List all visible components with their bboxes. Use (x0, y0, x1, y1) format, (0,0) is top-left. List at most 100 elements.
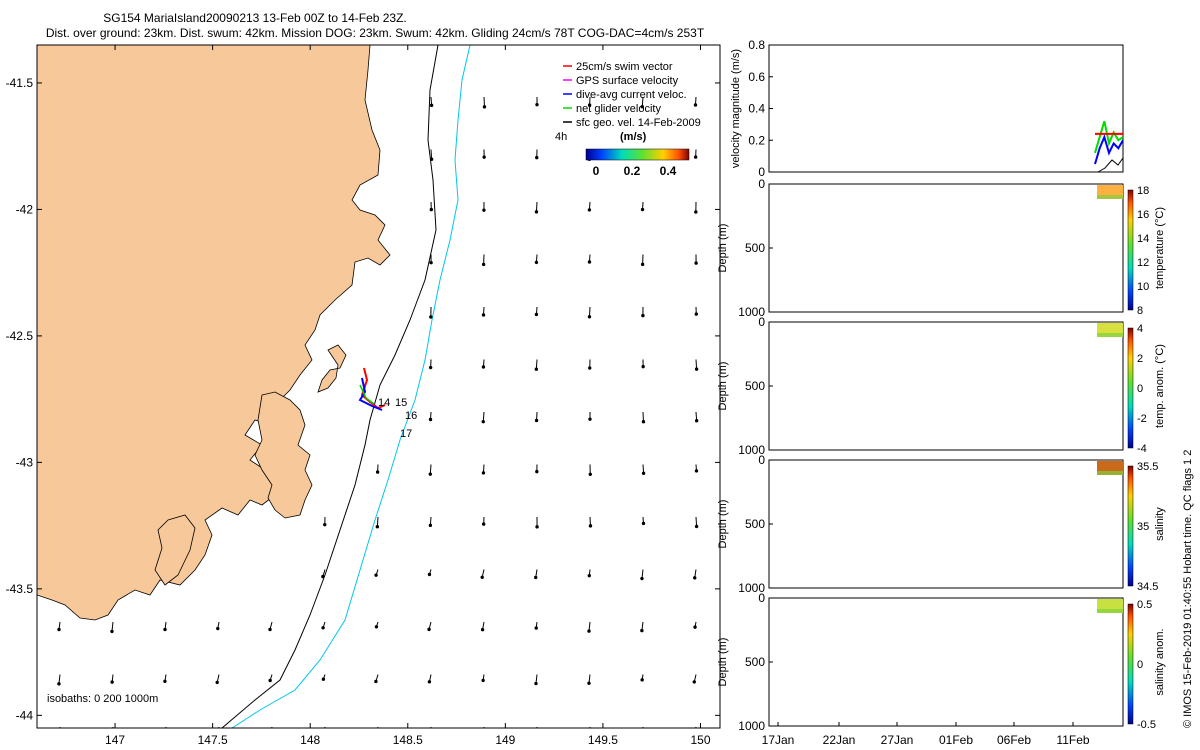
velocity-vector-head (429, 315, 433, 319)
legend-label: 25cm/s swim vector (576, 61, 673, 73)
velocity-vector-head (534, 312, 539, 317)
velocity-vector-head (641, 471, 646, 475)
velocity-vector-head (374, 625, 379, 629)
figure-subtitle: Dist. over ground: 23km. Dist. swum: 42k… (46, 26, 705, 40)
map-y-tick-label: -43 (16, 455, 34, 469)
map-x-tick-label: 147.5 (198, 733, 228, 747)
velocity-vector-head (640, 207, 645, 212)
velocity-vector-head (481, 419, 485, 424)
date-tick-label: 17Jan (762, 733, 795, 747)
velocity-vector-head (587, 315, 592, 319)
colorbar-label: salinity (1154, 507, 1166, 541)
velocity-vector-head (428, 523, 433, 528)
velocity-vector-head (534, 575, 538, 580)
velocity-vector-head (427, 572, 432, 577)
velocity-vector-head (535, 469, 539, 474)
velocity-vector-head (268, 627, 272, 632)
velocity-vector-head (693, 576, 697, 580)
velocity-vector-head (640, 628, 644, 633)
velocity-vector-head (588, 417, 592, 421)
section-panel-frame (768, 321, 1124, 451)
velocity-vector-head (587, 681, 591, 685)
map-y-tick-label: -42.5 (6, 329, 34, 343)
time-label-17: 17 (400, 428, 412, 440)
isobath-label: isobaths: 0 200 1000m (47, 693, 158, 705)
velocity-vector-head (535, 525, 539, 529)
velocity-vector-head (534, 418, 539, 423)
velocity-vector-head (375, 733, 377, 735)
velocity-vector-head (374, 679, 378, 684)
section-data-patch (1097, 471, 1123, 475)
velocity-vector-head (587, 260, 592, 264)
map-colorbar-tick: 0.2 (624, 164, 641, 178)
velocity-vector-head (375, 470, 380, 474)
map-colorbar-tick: 0 (593, 164, 600, 178)
velocity-vector-head (428, 417, 433, 422)
colorbar-title: (m/s) (620, 131, 647, 143)
velocity-vector-head (321, 574, 325, 579)
velocity-vector-head (427, 680, 432, 684)
depth-tick-label: 1000 (738, 443, 765, 457)
map-panel: 14 15 16 17 147 147.5 148 148.5 149 149.5 150 … (6, 44, 721, 747)
date-tick-label: 06Feb (997, 733, 1031, 747)
map-x-tick-label: 150 (690, 733, 710, 747)
velocity-vector-head (482, 735, 484, 737)
velocity-vector-head (375, 525, 380, 529)
map-colorbar-tick: 0.4 (660, 164, 677, 178)
velocity-vector-head (694, 469, 699, 473)
map-y-tick-label: -44 (16, 708, 34, 722)
legend-label: net glider velocity (576, 103, 661, 115)
velocity-vector-head (640, 576, 644, 581)
colorbar-tick-label: 0 (1137, 383, 1143, 395)
velocity-vector-head (694, 524, 699, 529)
velocity-vector-head (694, 419, 699, 423)
land-bruny-island (154, 514, 196, 586)
colorbar-label: temp. anom. (°C) (1154, 344, 1166, 428)
velocity-vector-head (587, 103, 592, 107)
map-y-tick-label: -41.5 (6, 76, 34, 90)
colorbar-tick-label: 34.5 (1137, 581, 1158, 593)
velocity-vector-head (534, 260, 539, 265)
velocity-series-line (1094, 120, 1124, 154)
track-net (359, 384, 375, 405)
map-y-tick-label: -43.5 (6, 582, 34, 596)
velocity-panel-frame (768, 44, 1124, 173)
velocity-vector-head (163, 627, 167, 632)
glider-track (358, 367, 386, 411)
map-x-ticks: 147 147.5 148 148.5 149 149.5 150 (105, 45, 711, 747)
map-y-tick-label: -42 (16, 202, 34, 216)
section-data-patch (1097, 195, 1123, 199)
velocity-vector-head (428, 472, 432, 476)
date-tick-label: 27Jan (881, 733, 914, 747)
velocity-vector-head (694, 367, 699, 371)
map-x-tick-label: 149 (495, 733, 515, 747)
velocity-vector-head (480, 627, 485, 632)
velocity-vector-head (429, 260, 433, 265)
velocity-vector-head (587, 629, 591, 633)
velocity-vector-head (640, 262, 645, 267)
section-panel-frame (768, 597, 1124, 727)
section-data-patch (1097, 609, 1123, 613)
velocity-vector-head (429, 207, 434, 212)
velocity-vector-head (269, 731, 271, 733)
velocity-vector-head (694, 210, 698, 214)
velocity-ylabel: velocity magnitude (m/s) (730, 49, 742, 168)
section-ylabel: Depth (m) (717, 362, 729, 411)
colorbar-label: temperature (°C) (1154, 207, 1166, 289)
velocity-vector-head (535, 155, 539, 160)
colorbar-tick-label: 12 (1137, 257, 1149, 269)
map-x-tick-label: 147 (105, 733, 125, 747)
colorbar-tick-label: -2 (1137, 413, 1147, 425)
velocity-vectors (57, 96, 699, 737)
colorbar-tick-label: 16 (1137, 209, 1149, 221)
velocity-y-tick-label: 0 (758, 165, 765, 179)
velocity-vector-head (534, 681, 538, 686)
velocity-vector-head (692, 680, 696, 684)
velocity-vector-head (641, 521, 646, 526)
velocity-vector-head (588, 524, 593, 528)
depth-tick-label: 0 (758, 315, 765, 329)
section-panel-frame (768, 183, 1124, 313)
velocity-vector-head (534, 367, 539, 371)
velocity-vector-head (216, 626, 220, 631)
velocity-vector-head (641, 313, 645, 318)
